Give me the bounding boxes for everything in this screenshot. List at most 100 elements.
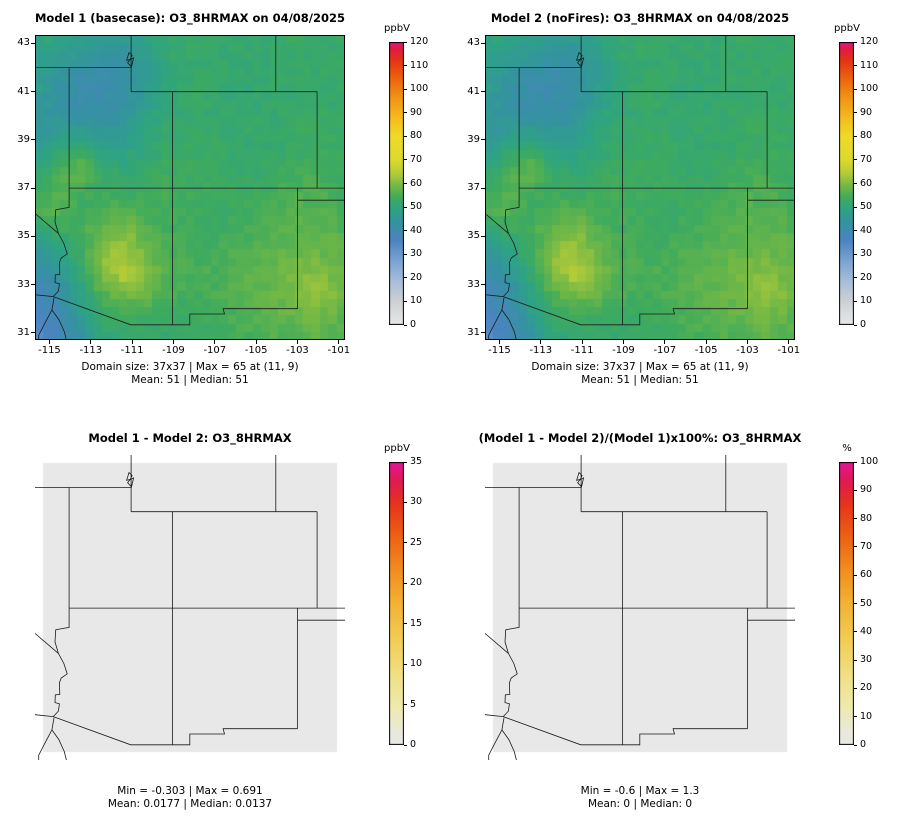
colorbar-tick	[404, 582, 407, 584]
colorbar-tick	[404, 230, 407, 232]
x-axis-tick	[498, 340, 500, 344]
colorbar-tick-label: 60	[860, 177, 873, 189]
panel-percent-difference: (Model 1 - Model 2)/(Model 1)x100%: O3_8…	[479, 431, 900, 840]
colorbar-tick-label: 80	[860, 130, 873, 142]
state-border-line	[503, 296, 748, 326]
y-tick-label: 43	[17, 37, 30, 49]
x-axis-tick	[255, 340, 257, 344]
colorbar-tick-label: 10	[410, 658, 423, 670]
colorbar-tick	[404, 65, 407, 67]
x-axis-tick	[788, 340, 790, 344]
colorbar-tick	[404, 206, 407, 208]
state-borders	[35, 35, 345, 340]
colorbar-tick-label: 0	[410, 319, 417, 330]
panel-difference: Model 1 - Model 2: O3_8HRMAX ppbV 0 5 10 15…	[35, 431, 465, 840]
x-axis-tick	[746, 340, 748, 344]
x-tick-label: -103	[736, 345, 759, 356]
panel-title: Model 1 (basecase): O3_8HRMAX on 04/08/2…	[34, 11, 346, 25]
colorbar-tick-label: 20	[860, 682, 873, 694]
colorbar-tick	[404, 300, 407, 302]
bear-lake-outline	[126, 471, 135, 488]
y-tick-label: 35	[17, 230, 30, 242]
colorbar-gradient	[389, 462, 404, 745]
colorbar-tick-label: 30	[410, 248, 423, 260]
colorbar-tick-label: 80	[860, 512, 873, 524]
colorbar-tick	[854, 461, 857, 463]
stats-line1: Min = -0.6 | Max = 1.3	[580, 785, 700, 797]
colorbar-tick	[404, 623, 407, 625]
y-axis-tick	[31, 332, 35, 334]
y-tick-label: 39	[467, 133, 480, 145]
colorbar-tick	[854, 744, 857, 746]
x-axis-tick	[540, 340, 542, 344]
colorbar-tick-label: 10	[410, 295, 423, 307]
colorbar-tick	[854, 546, 857, 548]
colorbar-tick	[404, 41, 407, 43]
state-border-line	[485, 294, 504, 297]
panel-title: Model 1 - Model 2: O3_8HRMAX	[88, 431, 292, 445]
colorbar-tick-label: 110	[860, 59, 879, 71]
state-border-line	[488, 717, 505, 760]
colorbar-tick	[854, 631, 857, 633]
colorbar-tick-label: 40	[410, 224, 423, 236]
colorbar-tick-label: 25	[410, 536, 423, 548]
state-border-line	[38, 297, 55, 340]
colorbar-tick-label: 100	[860, 83, 879, 95]
map-difference	[35, 455, 345, 760]
colorbar-tick-label: 120	[860, 36, 879, 47]
colorbar: ppbV 0 5 10 15 20 25 30 35	[384, 443, 449, 754]
colorbar: % 0 10 20 30 40 50 60 70 80 90 100	[839, 443, 899, 754]
state-border-line	[488, 297, 505, 340]
y-axis-tick	[31, 91, 35, 93]
state-border-line	[52, 608, 70, 717]
stats-line2: Mean: 51 | Median: 51	[581, 374, 699, 386]
y-axis-tick	[31, 235, 35, 237]
colorbar-gradient	[389, 42, 404, 325]
colorbar-tick-label: 50	[410, 201, 423, 213]
map-raster	[35, 455, 345, 760]
state-border-line	[53, 296, 298, 326]
state-border-line	[35, 633, 59, 654]
colorbar-tick-label: 40	[860, 224, 873, 236]
y-axis-tick	[481, 235, 485, 237]
map-model2: -115 -113 -111 -109 -107 -105 -103 -101 31 33 35 37…	[467, 35, 800, 356]
map-percent-difference	[485, 455, 795, 760]
colorbar-tick	[404, 744, 407, 746]
colorbar-tick-label: 20	[410, 271, 423, 283]
colorbar-tick	[854, 300, 857, 302]
panel-model2-nofires: Model 2 (noFires): O3_8HRMAX on 04/08/20…	[467, 11, 900, 440]
colorbar-tick	[404, 704, 407, 706]
colorbar-tick	[854, 230, 857, 232]
x-tick-label: -111	[570, 345, 594, 356]
panel-title: (Model 1 - Model 2)/(Model 1)x100%: O3_8…	[478, 431, 802, 445]
colorbar-tick	[404, 183, 407, 184]
x-tick-label: -111	[120, 345, 144, 356]
x-tick-label: -103	[286, 345, 309, 356]
stats-line1: Domain size: 37x37 | Max = 65 at (11, 9)	[81, 361, 299, 373]
y-axis-tick	[481, 91, 485, 93]
x-tick-label: -109	[162, 345, 185, 356]
stats-line2: Mean: 0.0177 | Median: 0.0137	[107, 798, 273, 810]
colorbar-tick-label: 20	[410, 577, 423, 589]
state-borders	[35, 455, 345, 760]
bear-lake-outline	[576, 471, 585, 488]
x-axis-tick	[338, 340, 340, 344]
state-border-line	[35, 294, 54, 297]
colorbar-tick	[854, 659, 857, 661]
y-axis-tick	[31, 42, 35, 44]
x-tick-label: -105	[244, 345, 268, 356]
colorbar-tick	[854, 41, 857, 43]
colorbar-tick	[854, 253, 857, 255]
colorbar-tick	[854, 518, 857, 520]
state-borders	[485, 35, 795, 340]
colorbar-tick	[404, 461, 407, 463]
colorbar-tick-label: 90	[860, 484, 873, 496]
y-tick-label: 31	[17, 326, 30, 338]
bear-lake-outline	[126, 51, 135, 68]
y-tick-label: 39	[17, 133, 30, 145]
colorbar-tick	[854, 574, 857, 576]
map-raster	[35, 35, 345, 340]
plot-frame	[35, 35, 345, 340]
colorbar-tick-label: 30	[860, 654, 873, 666]
